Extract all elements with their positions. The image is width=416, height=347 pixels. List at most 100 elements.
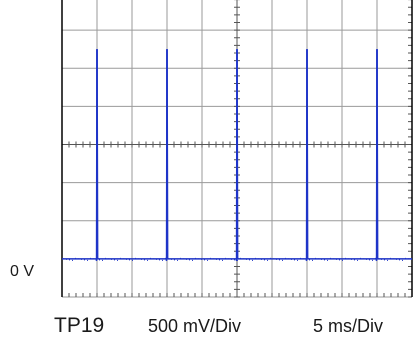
trace-noise-point (330, 257, 331, 259)
trace-noise-point (321, 258, 322, 260)
trace-noise-point (144, 259, 145, 261)
trace-noise-point (168, 258, 169, 260)
trace-noise-point (246, 258, 247, 260)
trace-noise-point (357, 259, 358, 261)
trace-noise-point (300, 257, 301, 259)
trace-noise-point (213, 258, 214, 260)
trace-noise-point (243, 258, 244, 260)
trace-noise-point (216, 258, 217, 260)
trace-noise-point (282, 259, 283, 261)
trace-noise-point (159, 259, 160, 261)
trace-noise-point (270, 257, 271, 259)
trace-noise-point (138, 258, 139, 260)
trace-noise-point (153, 258, 154, 260)
trace-noise-point (249, 259, 250, 261)
signal-trace (62, 49, 412, 262)
trace-noise-point (315, 257, 316, 259)
trace-noise-point (258, 258, 259, 260)
trace-noise-point (111, 258, 112, 260)
trace-noise-point (204, 259, 205, 261)
trace-noise-point (276, 258, 277, 260)
trace-noise-point (177, 259, 178, 261)
trace-noise-point (219, 259, 220, 261)
trace-noise-point (381, 258, 382, 260)
trace-noise-point (369, 259, 370, 261)
trace-noise-point (102, 259, 103, 261)
trace-noise-point (171, 258, 172, 260)
trace-noise-point (279, 259, 280, 261)
trace-noise-point (78, 258, 79, 260)
trace-noise-point (228, 258, 229, 260)
trace-noise-point (408, 258, 409, 260)
trace-noise-point (162, 259, 163, 261)
trace-noise-point (240, 257, 241, 259)
trace-noise-point (174, 259, 175, 261)
trace-noise-point (186, 258, 187, 260)
trace-noise-point (273, 258, 274, 260)
trace-noise-point (75, 257, 76, 259)
trace-noise-point (399, 259, 400, 261)
trace-noise-point (324, 259, 325, 261)
trace-noise-point (333, 258, 334, 260)
trace-noise-point (393, 258, 394, 260)
trace-noise-point (198, 258, 199, 260)
trace-noise-point (291, 258, 292, 260)
trace-noise-point (72, 259, 73, 261)
trace-noise-point (141, 258, 142, 260)
trace-noise-point (402, 259, 403, 261)
trace-noise-point (195, 257, 196, 259)
trace-noise-point (252, 259, 253, 261)
trace-noise-point (84, 259, 85, 261)
trace-noise-point (348, 258, 349, 260)
trace-noise-point (132, 259, 133, 261)
trace-noise-point (93, 258, 94, 260)
trace-noise-point (123, 258, 124, 260)
trace-noise-point (306, 258, 307, 260)
trace-noise-point (189, 259, 190, 261)
trace-noise-point (405, 257, 406, 259)
trace-noise-point (99, 259, 100, 261)
trace-noise-point (63, 258, 64, 260)
trace-noise-point (165, 257, 166, 259)
trace-noise-point (387, 259, 388, 261)
trace-noise-point (231, 258, 232, 260)
trace-noise-point (96, 258, 97, 260)
trace-noise-point (222, 259, 223, 261)
trace-noise-point (345, 257, 346, 259)
trace-noise-point (234, 259, 235, 261)
trace-noise-point (147, 259, 148, 261)
trace-noise-point (192, 259, 193, 261)
trace-noise-point (285, 257, 286, 259)
zero-volt-label: 0 V (10, 263, 34, 280)
trace-noise-point (360, 257, 361, 259)
trace-noise-point (183, 258, 184, 260)
trace-noise-point (117, 259, 118, 261)
trace-noise-point (297, 259, 298, 261)
trace-noise-point (396, 258, 397, 260)
trace-noise-point (156, 258, 157, 260)
trace-noise-point (378, 258, 379, 260)
trace-noise-point (366, 258, 367, 260)
trace-noise-point (261, 258, 262, 260)
trace-noise-point (255, 257, 256, 259)
trace-noise-point (294, 259, 295, 261)
trace-noise-point (66, 258, 67, 260)
trace-noise-point (120, 257, 121, 259)
trace-noise-point (351, 258, 352, 260)
trace-noise-point (354, 259, 355, 261)
trace-noise-point (201, 258, 202, 260)
trace-noise-point (150, 257, 151, 259)
trace-noise-point (312, 259, 313, 261)
trace-noise-point (363, 258, 364, 260)
trace-noise-point (390, 257, 391, 259)
trace-noise-point (180, 257, 181, 259)
trace-noise-point (225, 257, 226, 259)
trace-noise-point (339, 259, 340, 261)
trace-noise-point (87, 259, 88, 261)
horizontal-scale-label: 5 ms/Div (313, 316, 383, 336)
trace-noise-point (375, 257, 376, 259)
probe-label: TP19 (54, 314, 104, 337)
trace-noise-point (342, 259, 343, 261)
trace-noise-point (114, 259, 115, 261)
trace-noise-point (327, 259, 328, 261)
